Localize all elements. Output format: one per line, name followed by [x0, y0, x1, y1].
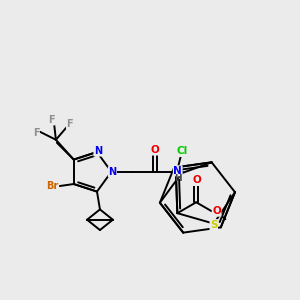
Text: F: F — [49, 115, 55, 125]
Text: O: O — [193, 176, 202, 185]
Text: O: O — [151, 145, 159, 155]
Text: N: N — [108, 167, 116, 177]
Text: Br: Br — [46, 181, 58, 191]
Text: F: F — [33, 128, 39, 138]
Text: H: H — [174, 174, 182, 183]
Text: Cl: Cl — [176, 146, 188, 157]
Text: N: N — [173, 166, 182, 176]
Text: N: N — [94, 146, 102, 156]
Text: S: S — [210, 220, 218, 230]
Text: F: F — [66, 119, 73, 129]
Text: O: O — [212, 206, 221, 216]
